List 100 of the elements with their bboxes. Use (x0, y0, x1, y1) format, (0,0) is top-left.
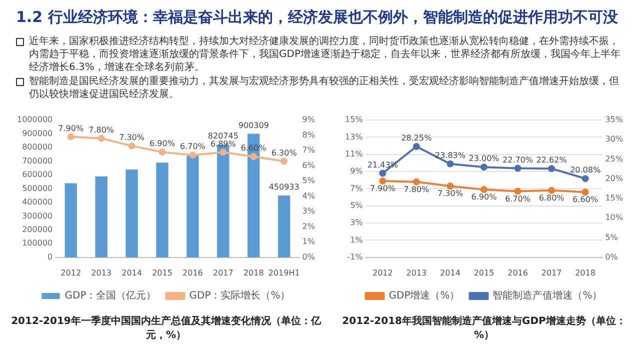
point (379, 170, 386, 177)
x-tick-label: 2013 (406, 268, 427, 278)
data-label: 6.30% (271, 148, 298, 158)
point (514, 188, 522, 195)
x-tick-label: 2012 (372, 268, 393, 278)
y2-tick-label: 8% (302, 130, 316, 140)
x-tick-label: 2018 (243, 268, 264, 278)
data-label: 7.90% (370, 184, 396, 194)
y-tick-label: 9% (350, 166, 364, 176)
y2-tick-label: 3% (302, 206, 316, 216)
data-label: 22.70% (502, 155, 534, 164)
y-tick-label: 600000 (22, 170, 53, 180)
y-tick-label: 500000 (22, 184, 53, 193)
y2-tick-label: 0% (302, 252, 316, 262)
x-tick-label: 2013 (91, 268, 112, 278)
y2-tick-label: 5% (302, 176, 316, 186)
y-tick-label: 100000 (22, 238, 53, 248)
data-label: 28.25% (401, 134, 432, 143)
data-label: 6.60% (572, 195, 598, 204)
y-tick-label: 200000 (22, 225, 53, 234)
y2-tick-label: 35% (605, 115, 624, 124)
data-label: 23.00% (468, 154, 500, 164)
point (582, 188, 589, 196)
point (98, 134, 105, 142)
data-label: 6.70% (505, 194, 531, 204)
y2-tick-label: 0% (605, 252, 618, 262)
y-tick-label: 13% (345, 132, 364, 142)
y2-tick-label: 10% (605, 213, 624, 222)
y2-tick-label: 7% (302, 146, 316, 155)
point (67, 133, 74, 140)
y-tick-label: -1% (347, 252, 364, 262)
y2-tick-label: 6% (302, 160, 316, 170)
y-tick-label: 1% (350, 235, 364, 244)
data-label: 7.80% (88, 125, 114, 134)
data-label: 6.80% (538, 193, 565, 202)
y-tick-label: 400000 (22, 198, 53, 207)
data-label: 450933 (268, 182, 300, 192)
legend-label: GDP：全国（亿元） (64, 290, 156, 302)
point (412, 143, 420, 150)
y2-tick-label: 5% (605, 232, 618, 242)
data-label: 20.08% (570, 166, 601, 175)
point (220, 148, 227, 156)
y-tick-label: 0 (48, 252, 53, 262)
y-tick-label: 11% (345, 149, 364, 158)
point (480, 186, 488, 194)
x-tick-label: 2018 (575, 268, 596, 278)
text: 智能制造是国民经济发展的重要推动力，其发展与宏观经济形势具有较强的正相关性，受宏观经济影响智能制造产值增速开始放缓，但仍以较快增速促进国民经济发展。 (29, 75, 620, 101)
y2-tick-label: 20% (605, 174, 624, 183)
data-label: 23.83% (434, 150, 466, 160)
point (280, 158, 288, 165)
data-label: 6.70% (180, 142, 206, 152)
data-label: 7.30% (119, 133, 145, 142)
bar (95, 176, 108, 258)
point (548, 186, 556, 194)
text: 2012-2019年一季度中国国内生产总值及其增速变化情况（单位：亿元，%） (10, 314, 322, 342)
bar (278, 195, 290, 258)
x-tick-label: 2012 (60, 268, 82, 278)
point (582, 175, 589, 182)
bar (156, 162, 168, 258)
x-tick-label: 2015 (474, 268, 494, 278)
y-tick-label: 3% (350, 218, 364, 228)
x-tick-label: 2017 (541, 268, 562, 278)
y-tick-label: 5% (350, 200, 364, 210)
y-tick-label: 7% (350, 184, 364, 193)
y-tick-label: 1000000 (16, 115, 53, 124)
text: 近年来，国家积极推进经济结构转型，持续加大对经济健康发展的调控力度，同时货币政策也逐渐从宽松转向稳健，在外需持续不振，内需趋于平稳，而投资增速逐渐放缓的背景条件下，我国GDP增速逐渐趋于稳定，自去年以来，世界经济都有所放缓，我国今年上半年经济增长6.3%，增速在全球名列前茅。 (29, 35, 622, 74)
point (446, 182, 454, 190)
x-tick-label: 2016 (508, 268, 528, 278)
data-label: 7.90% (58, 124, 84, 133)
point (548, 165, 556, 172)
y2-tick-label: 2% (302, 222, 316, 231)
data-label: 22.62% (536, 156, 568, 165)
x-tick-label: 2014 (122, 268, 142, 278)
x-tick-label: 2015 (152, 268, 172, 278)
legend-label: 智能制造产值增速（%） (492, 290, 602, 302)
point (189, 152, 196, 159)
y-tick-label: 800000 (22, 142, 53, 152)
x-tick-label: 2017 (212, 268, 234, 278)
x-tick-label: 2019H1 (268, 268, 300, 278)
point (250, 153, 258, 160)
data-label: 7.30% (438, 189, 464, 198)
point (514, 164, 522, 172)
y-tick-label: 700000 (22, 156, 53, 166)
y2-tick-label: 25% (605, 154, 624, 164)
data-label: 6.90% (471, 192, 498, 202)
y2-tick-label: 30% (605, 134, 624, 144)
text: 1.2 行业经济环境：幸福是奋斗出来的，经济发展也不例外，智能制造的促进作用功不可没 (16, 8, 619, 27)
y-tick-label: 15% (345, 115, 364, 124)
data-label: 900309 (238, 120, 269, 130)
text: 2012-2018年我国智能制造产值增速与GDP增速走势（单位：%） (341, 314, 627, 342)
bar (126, 169, 138, 258)
y2-tick-label: 4% (302, 191, 316, 200)
data-label: 6.89% (210, 139, 236, 148)
legend-label: GDP增速（%） (388, 290, 460, 302)
y-tick-label: 900000 (22, 128, 53, 138)
y-tick-label: 300000 (22, 211, 53, 220)
data-label: 6.90% (150, 139, 176, 148)
x-tick-label: 2014 (440, 268, 460, 278)
point (379, 177, 386, 184)
x-tick-label: 2016 (182, 268, 203, 278)
